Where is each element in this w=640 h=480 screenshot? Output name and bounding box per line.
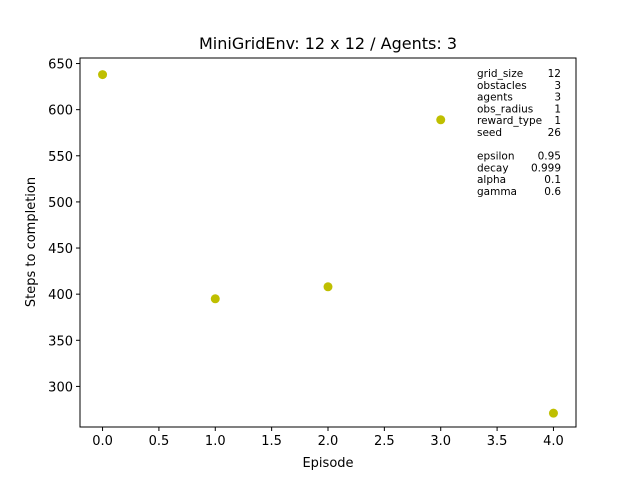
param-key: epsilon <box>477 151 515 163</box>
param-key: reward_type <box>477 115 542 127</box>
x-tick-label: 0.5 <box>149 434 170 449</box>
y-tick-label: 550 <box>48 150 73 165</box>
x-tick-label: 3.5 <box>487 434 508 449</box>
param-key: agents <box>477 92 513 104</box>
x-tick-label: 1.0 <box>205 434 226 449</box>
y-tick-label: 650 <box>48 58 73 73</box>
param-key: grid_size <box>477 68 523 80</box>
y-tick-label: 450 <box>48 242 73 257</box>
data-point <box>548 408 558 418</box>
data-point <box>436 115 446 125</box>
x-tick-label: 2.0 <box>318 434 339 449</box>
y-axis: 300 350 400 450 500 550 600 650 <box>48 58 80 395</box>
y-tick-label: 500 <box>48 196 73 211</box>
param-value: 0.999 <box>531 162 561 174</box>
x-axis: 0.0 0.5 1.0 1.5 2.0 2.5 3.0 3.5 4.0 <box>92 427 564 449</box>
param-value: 0.6 <box>544 186 561 198</box>
param-key: alpha <box>477 174 506 186</box>
param-key: seed <box>477 127 502 139</box>
param-value: 0.1 <box>544 174 561 186</box>
chart-title: MiniGridEnv: 12 x 12 / Agents: 3 <box>199 34 457 53</box>
data-point <box>323 282 333 292</box>
param-key: obstacles <box>477 80 527 92</box>
data-points <box>98 70 558 418</box>
param-key: gamma <box>477 186 517 198</box>
param-key: obs_radius <box>477 103 533 115</box>
param-value: 1 <box>554 115 561 127</box>
param-value: 1 <box>554 103 561 115</box>
y-tick-label: 400 <box>48 288 73 303</box>
param-value: 12 <box>548 68 561 80</box>
param-value: 26 <box>548 127 562 139</box>
parameter-annotation: grid_size 12 obstacles 3 agents 3 obs_radius 1r… <box>477 68 561 198</box>
data-point <box>210 294 220 304</box>
x-tick-label: 3.0 <box>430 434 451 449</box>
param-value: 0.95 <box>538 151 561 163</box>
x-tick-label: 0.0 <box>92 434 113 449</box>
y-tick-label: 300 <box>48 380 73 395</box>
data-point <box>98 70 108 80</box>
x-tick-label: 4.0 <box>543 434 564 449</box>
y-axis-label: Steps to completion <box>24 177 39 307</box>
param-value: 3 <box>554 92 561 104</box>
x-axis-label: Episode <box>302 456 353 471</box>
param-value: 3 <box>554 80 561 92</box>
param-key: decay <box>477 162 509 174</box>
y-tick-label: 600 <box>48 104 73 119</box>
x-tick-label: 2.5 <box>374 434 395 449</box>
x-tick-label: 1.5 <box>261 434 282 449</box>
y-tick-label: 350 <box>48 334 73 349</box>
